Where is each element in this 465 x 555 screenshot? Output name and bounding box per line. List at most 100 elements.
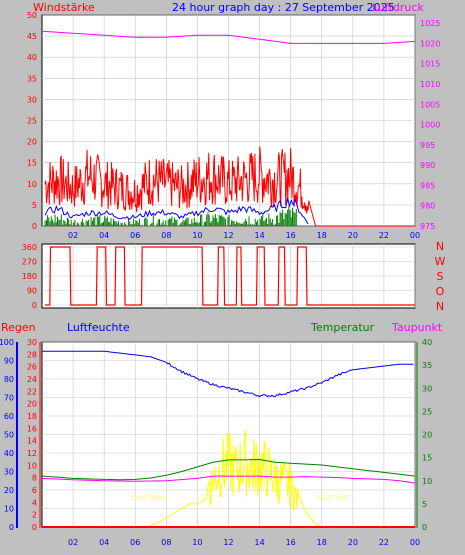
wind-y-tick: 15	[27, 159, 37, 168]
temperature-ticks: 0 5 10 15 20 25 30 35 40	[422, 338, 432, 532]
temperature-tick: 0	[422, 523, 427, 532]
rain-tick: 30	[27, 338, 37, 347]
taupunkt-label: Taupunkt	[391, 321, 443, 334]
luftdruck-label: Luftdruck	[372, 1, 424, 14]
pressure-tick: 985	[420, 181, 435, 190]
compass-label: N	[436, 300, 444, 313]
wind-series	[41, 30, 416, 227]
humidity-tick: 40	[4, 449, 14, 458]
climate-x-tick: 14	[254, 538, 264, 547]
climate-x-tick: 10	[192, 538, 202, 547]
direction-y-tick: 90	[27, 287, 37, 296]
chart-title: 24 hour graph day : 27 September 2025	[172, 1, 395, 14]
wind-average-series	[44, 197, 309, 225]
pressure-tick: 995	[420, 141, 435, 150]
rain-tick: 22	[27, 387, 37, 396]
rain-tick: 4	[32, 498, 37, 507]
regen-label: Regen	[1, 321, 36, 334]
humidity-tick: 30	[4, 468, 14, 477]
rain-tick: 16	[27, 424, 37, 433]
dewpoint-series	[41, 475, 416, 484]
temperatur-label: Temperatur	[310, 321, 375, 334]
direction-y-tick: 0	[32, 301, 37, 310]
humidity-tick: 10	[4, 505, 14, 514]
wind-x-tick: 22	[379, 231, 389, 240]
temperature-tick: 15	[422, 454, 432, 463]
wind-x-ticks: 02 04 06 08 10 12 14 16 18 20 22 00	[68, 231, 420, 240]
climate-x-tick: 00	[410, 538, 420, 547]
wind-x-tick: 06	[130, 231, 140, 240]
compass-label: S	[437, 270, 444, 283]
wind-y-tick: 40	[27, 53, 37, 62]
rain-tick: 14	[27, 437, 37, 446]
humidity-tick: 20	[4, 486, 14, 495]
rain-tick: 28	[27, 350, 37, 359]
wind-x-tick: 00	[410, 231, 420, 240]
wind-x-tick: 10	[192, 231, 202, 240]
humidity-ticks: 0 10 20 30 40 50 60 70 80 90 100	[0, 338, 14, 532]
humidity-tick: 0	[9, 523, 14, 532]
wind-y-tick: 20	[27, 138, 37, 147]
climate-x-tick: 12	[223, 538, 233, 547]
pressure-tick: 1005	[420, 100, 440, 109]
wind-y-tick: 0	[32, 222, 37, 231]
pressure-ticks: 975 980 985 990 995 1000 1005 1010 1015 1020 1025	[420, 19, 440, 231]
wind-x-tick: 12	[223, 231, 233, 240]
sun-rise-label: Sun Rise	[131, 493, 166, 502]
compass-label: W	[435, 255, 446, 268]
climate-x-tick: 02	[68, 538, 78, 547]
wind-gust-series	[44, 146, 415, 227]
luftfeuchte-label: Luftfeuchte	[67, 321, 130, 334]
pressure-tick: 1010	[420, 80, 440, 89]
climate-series	[41, 350, 416, 528]
climate-x-tick: 22	[379, 538, 389, 547]
rain-tick: 24	[27, 375, 37, 384]
climate-x-tick: 04	[99, 538, 109, 547]
direction-series	[45, 246, 415, 306]
humidity-tick: 50	[4, 431, 14, 440]
wind-y-ticks: 0 5 10 15 20 25 30 35 40 45 50	[27, 11, 37, 231]
climate-x-tick: 18	[317, 538, 327, 547]
temperature-tick: 30	[422, 384, 432, 393]
rain-tick: 0	[32, 523, 37, 532]
pressure-tick: 1000	[420, 121, 440, 130]
climate-x-tick: 16	[286, 538, 296, 547]
sun-set-label: Sun Set	[317, 493, 348, 502]
pressure-tick: 990	[420, 161, 435, 170]
wind-low-series	[44, 206, 298, 226]
rain-tick: 10	[27, 461, 37, 470]
direction-y-ticks: 0 90 180 270 360	[22, 243, 37, 310]
wind-y-tick: 50	[27, 11, 37, 20]
temperature-series	[41, 458, 416, 481]
solar-series	[147, 430, 329, 528]
rain-tick: 2	[32, 511, 37, 520]
humidity-tick: 100	[0, 338, 14, 347]
temperature-tick: 40	[422, 338, 432, 347]
wind-x-tick: 02	[68, 231, 78, 240]
direction-y-tick: 270	[22, 258, 37, 267]
wind-y-tick: 35	[27, 74, 37, 83]
humidity-tick: 60	[4, 412, 14, 421]
humidity-series	[42, 350, 414, 398]
rain-tick: 20	[27, 400, 37, 409]
rain-tick: 18	[27, 412, 37, 421]
wind-x-tick: 04	[99, 231, 109, 240]
wind-x-tick: 20	[348, 231, 358, 240]
temperature-tick: 20	[422, 431, 432, 440]
wind-x-tick: 18	[317, 231, 327, 240]
direction-y-tick: 180	[22, 272, 37, 281]
humidity-tick: 90	[4, 357, 14, 366]
wind-y-tick: 5	[32, 201, 37, 210]
direction-grid	[42, 244, 416, 308]
rain-tick: 26	[27, 363, 37, 372]
wind-x-tick: 08	[161, 231, 171, 240]
climate-x-ticks: 02 04 06 08 10 12 14 16 18 20 22 00	[68, 538, 420, 547]
climate-x-tick: 06	[130, 538, 140, 547]
wind-y-tick: 25	[27, 117, 37, 126]
